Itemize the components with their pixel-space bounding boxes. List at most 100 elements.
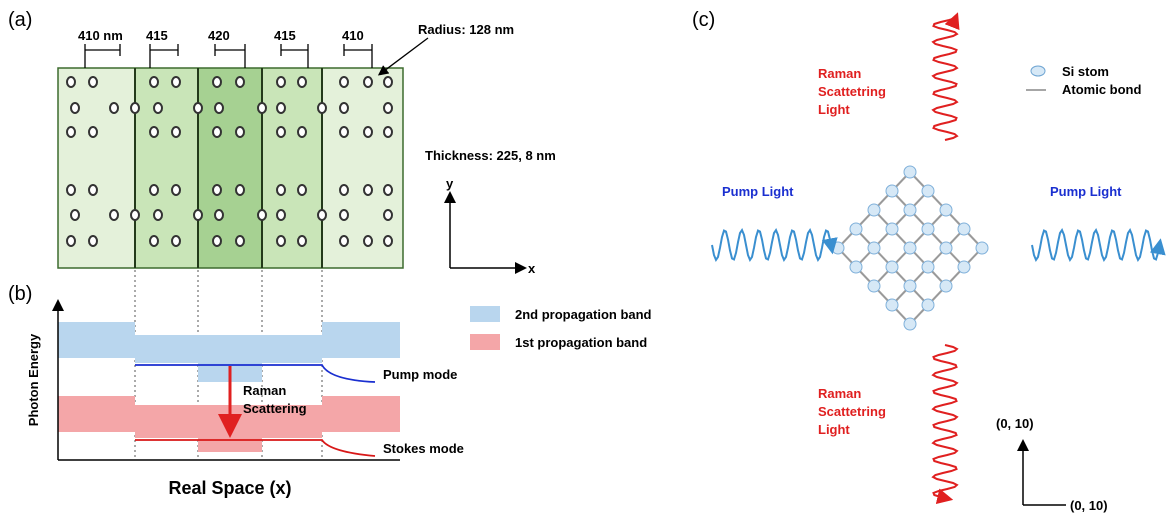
si-atom (940, 280, 952, 292)
raman-label: Raman (818, 66, 861, 81)
hole (71, 210, 79, 220)
si-atom (850, 223, 862, 235)
hole (194, 210, 202, 220)
si-atom (886, 223, 898, 235)
si-atom (868, 242, 880, 254)
hole (67, 127, 75, 137)
si-atom (958, 223, 970, 235)
hole (131, 103, 139, 113)
pump-mode-label: Pump mode (383, 367, 457, 382)
hole (384, 185, 392, 195)
si-atom (904, 204, 916, 216)
spacing-label: 410 (342, 28, 364, 43)
hole (318, 210, 326, 220)
spacing-label: 415 (274, 28, 296, 43)
hole (89, 236, 97, 246)
hole (277, 127, 285, 137)
hole (258, 210, 266, 220)
si-atom (922, 299, 934, 311)
si-atom (868, 204, 880, 216)
si-atom (904, 318, 916, 330)
si-atom (832, 242, 844, 254)
si-atom (922, 185, 934, 197)
hole (150, 77, 158, 87)
si-atom (886, 261, 898, 273)
hole (364, 77, 372, 87)
hole (340, 210, 348, 220)
legend-label: Atomic bond (1062, 82, 1141, 97)
hole (213, 127, 221, 137)
lattice (832, 166, 988, 330)
column (262, 68, 322, 268)
hole (236, 185, 244, 195)
raman-wave (933, 16, 957, 140)
hole (340, 127, 348, 137)
legend-label: Si stom (1062, 64, 1109, 79)
axis-label: (0, 10) (996, 416, 1034, 431)
spacing-label: 410 nm (78, 28, 123, 43)
thickness-label: Thickness: 225, 8 nm (425, 148, 556, 163)
hole (364, 236, 372, 246)
column (198, 68, 262, 268)
pump-label: Pump Light (1050, 184, 1122, 199)
legend-atom (1031, 66, 1045, 76)
si-atom (850, 261, 862, 273)
hole (298, 127, 306, 137)
hole (89, 127, 97, 137)
raman-label: Light (818, 102, 850, 117)
legend-label: 1st propagation band (515, 335, 647, 350)
hole (194, 103, 202, 113)
raman-label: Scattetring (818, 84, 886, 99)
hole (89, 185, 97, 195)
figure: (a) 410 nm 415 420 415 410 Radius: 128 n… (0, 0, 1168, 515)
si-atom (940, 204, 952, 216)
hole (277, 236, 285, 246)
hole (154, 103, 162, 113)
raman-label: Raman (243, 383, 286, 398)
hole (215, 103, 223, 113)
raman-label: Light (818, 422, 850, 437)
hole (384, 210, 392, 220)
pump-wave (712, 230, 832, 260)
si-atom (922, 223, 934, 235)
panel-label: (a) (8, 9, 32, 31)
si-atom (958, 261, 970, 273)
axis-label: (0, 10) (1070, 498, 1108, 513)
hole (150, 127, 158, 137)
axis-label: y (446, 176, 454, 191)
si-atom (886, 185, 898, 197)
hole (172, 236, 180, 246)
hole (236, 77, 244, 87)
hole (340, 77, 348, 87)
si-atom (976, 242, 988, 254)
hole (340, 185, 348, 195)
column (135, 68, 198, 268)
hole (364, 127, 372, 137)
si-atom (904, 242, 916, 254)
hole (67, 77, 75, 87)
si-atom (940, 242, 952, 254)
hole (150, 236, 158, 246)
hole (172, 185, 180, 195)
hole (384, 236, 392, 246)
hole (298, 77, 306, 87)
hole (131, 210, 139, 220)
si-atom (868, 280, 880, 292)
hole (89, 77, 97, 87)
hole (213, 236, 221, 246)
legend-swatch (470, 334, 500, 350)
hole (298, 185, 306, 195)
si-atom (904, 166, 916, 178)
hole (110, 210, 118, 220)
hole (277, 77, 285, 87)
hole (150, 185, 158, 195)
panel-label: (b) (8, 283, 32, 305)
raman-label: Scattering (243, 401, 307, 416)
hole (67, 236, 75, 246)
hole (340, 236, 348, 246)
raman-label: Raman (818, 386, 861, 401)
si-atom (922, 261, 934, 273)
panel-label: (c) (692, 9, 715, 31)
pump-label: Pump Light (722, 184, 794, 199)
hole (213, 185, 221, 195)
